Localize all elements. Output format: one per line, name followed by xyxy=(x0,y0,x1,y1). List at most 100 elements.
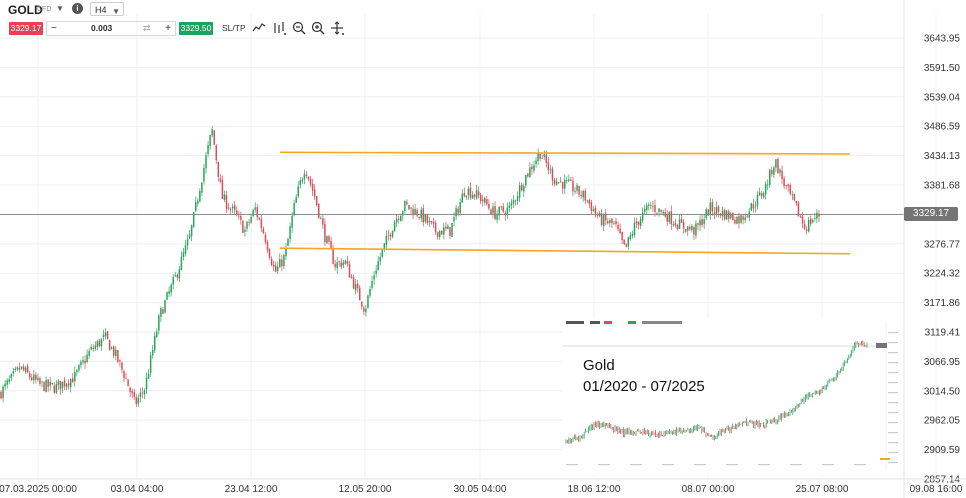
inset-y-tick xyxy=(888,352,898,354)
candle-bear xyxy=(309,178,312,185)
candle-bull xyxy=(279,258,281,268)
y-tick-label: 3224.32 xyxy=(924,269,961,280)
candle-bear xyxy=(72,378,74,383)
inset-y-tick xyxy=(888,382,898,384)
candle-bear xyxy=(445,226,447,229)
candle-bear xyxy=(274,265,277,272)
candle-bull xyxy=(303,174,306,180)
candle-bear xyxy=(469,187,472,198)
candle-bull xyxy=(377,261,379,270)
candle-bull xyxy=(537,153,539,162)
candle-bull xyxy=(400,216,402,222)
candle-bear xyxy=(98,340,101,347)
chart-type-icon[interactable] xyxy=(252,21,266,35)
candle-bull xyxy=(668,211,671,223)
candle-bear xyxy=(352,277,355,289)
candle-bull xyxy=(715,206,718,215)
candle-bear xyxy=(810,218,812,224)
candle-bull xyxy=(110,347,113,349)
swap-icon[interactable]: ⇄ xyxy=(143,23,151,33)
y-tick-label: 2909.59 xyxy=(924,445,961,456)
candle-bear xyxy=(219,178,222,182)
candle-bear xyxy=(717,206,720,212)
candle-bull xyxy=(764,184,767,195)
indicators-icon[interactable] xyxy=(272,21,286,35)
candle-bear xyxy=(797,202,800,217)
candle-bull xyxy=(180,256,183,271)
candle-bull xyxy=(37,377,39,381)
candle-bull xyxy=(94,345,97,349)
candle-bear xyxy=(315,196,318,205)
candle-bear xyxy=(256,207,258,217)
candle-bull xyxy=(195,201,197,211)
candle-bear xyxy=(656,212,658,214)
candle-bear xyxy=(248,222,250,223)
candle-bull xyxy=(100,338,103,347)
volume-value[interactable]: 0.003 xyxy=(91,23,113,33)
candle-bear xyxy=(397,218,400,220)
inset-toolbar-item xyxy=(642,321,682,324)
candle-bear xyxy=(541,158,543,159)
x-tick-label: 09.08 16:00 xyxy=(910,484,963,495)
candle-bull xyxy=(190,225,193,236)
candle-bear xyxy=(31,377,33,381)
candle-bear xyxy=(350,276,353,278)
candle-bear xyxy=(553,179,556,184)
candle-bull xyxy=(629,235,632,240)
candle-bear xyxy=(432,221,435,224)
candle-bear xyxy=(590,202,593,212)
chevron-down-icon: ▼ xyxy=(112,7,120,16)
candle-bull xyxy=(568,179,570,182)
candle-bear xyxy=(502,206,504,212)
candle-bull xyxy=(289,226,291,239)
candle-bear xyxy=(240,215,242,220)
volume-stepper[interactable]: − 0.003 ⇄ + xyxy=(46,21,176,36)
buy-button[interactable]: 3329.50 xyxy=(179,22,213,35)
symbol-name[interactable]: GOLD xyxy=(8,3,43,17)
candle-bull xyxy=(639,219,642,226)
candle-bull xyxy=(443,227,445,235)
y-tick-label: 3486.59 xyxy=(924,122,961,133)
zoom-in-icon[interactable] xyxy=(311,21,325,35)
inset-x-tick xyxy=(662,464,674,466)
candle-bull xyxy=(438,230,441,238)
info-icon[interactable]: i xyxy=(72,3,83,14)
crosshair-icon[interactable] xyxy=(330,21,344,35)
candle-bull xyxy=(246,221,248,229)
sltp-button[interactable]: SL/TP xyxy=(222,23,246,33)
candle-bear xyxy=(264,234,267,243)
candle-bear xyxy=(482,199,484,202)
candle-bear xyxy=(545,154,548,163)
candle-bear xyxy=(131,391,133,394)
candle-bear xyxy=(486,199,488,205)
candle-bull xyxy=(285,247,287,257)
candle-bull xyxy=(174,275,176,277)
candle-bull xyxy=(582,191,584,198)
symbol-dropdown-icon[interactable]: ▼ xyxy=(56,4,64,13)
candle-bull xyxy=(375,270,377,274)
candle-bear xyxy=(520,184,523,191)
candle-bull xyxy=(740,215,742,223)
candle-bear xyxy=(771,170,773,175)
candle-bull xyxy=(393,222,396,232)
volume-minus-button[interactable]: − xyxy=(51,23,57,34)
candle-bull xyxy=(691,225,693,231)
volume-plus-button[interactable]: + xyxy=(165,23,171,34)
candle-bear xyxy=(123,370,125,379)
candle-bear xyxy=(799,216,802,218)
candle-bull xyxy=(336,262,338,269)
inset-y-tick xyxy=(888,342,898,344)
candle-bull xyxy=(508,205,511,208)
inset-x-tick xyxy=(598,464,610,466)
candle-bear xyxy=(551,168,554,181)
sell-button[interactable]: 3329.17 xyxy=(9,22,43,35)
candle-bull xyxy=(557,182,560,183)
candle-bear xyxy=(221,180,224,199)
timeframe-select[interactable]: H4 ▼ xyxy=(90,2,124,16)
candle-bear xyxy=(635,221,638,224)
candle-bear xyxy=(789,184,791,194)
zoom-out-icon[interactable] xyxy=(292,21,306,35)
candle-bear xyxy=(18,367,21,370)
candle-bear xyxy=(527,173,529,177)
